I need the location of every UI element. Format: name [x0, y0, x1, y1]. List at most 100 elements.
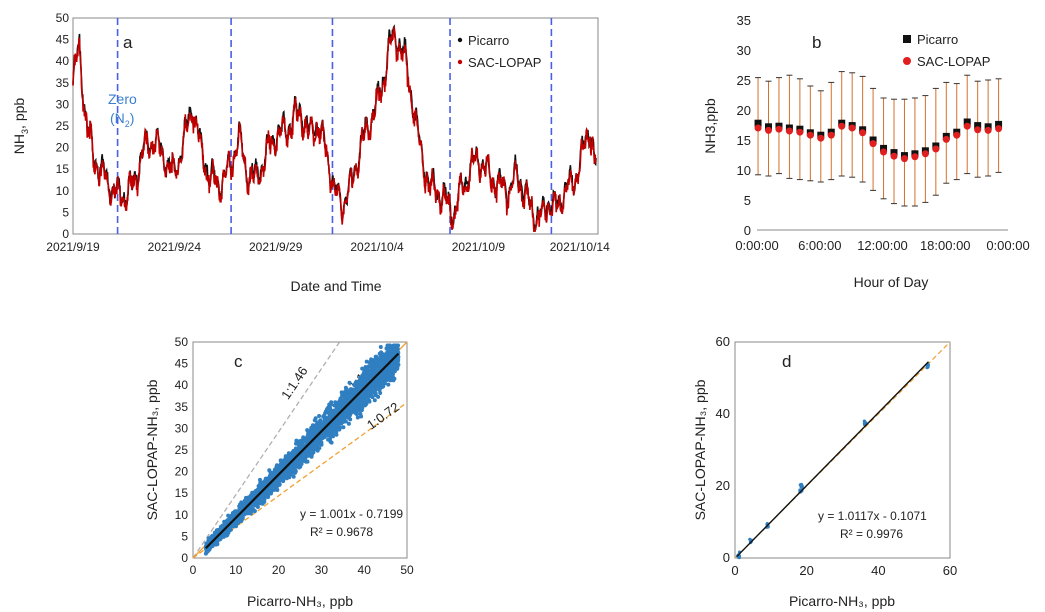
scatter-point	[378, 345, 383, 349]
scatter-point	[322, 435, 327, 440]
scatter-point	[370, 384, 375, 389]
panel-a-time-series: 0 5 10 15 20 25 30 35 40 45 50 2021/9/19 2021/9/24 2…	[11, 11, 610, 294]
sac-lopap-point	[900, 155, 908, 163]
panel-a-y-tick-label: 25	[56, 119, 70, 133]
panel-c-x-tick-label: 0	[190, 563, 197, 577]
panel-b-y-tick-label: 25	[737, 73, 751, 88]
scatter-point	[365, 395, 370, 400]
panel-a-y-tick-label: 30	[56, 97, 70, 111]
scatter-point	[369, 394, 374, 398]
panel-b-y-tick-label: 35	[737, 13, 751, 28]
picarro-point	[995, 120, 1003, 128]
panel-d-x-tick-label: 20	[799, 563, 813, 578]
sac-lopap-point	[932, 145, 940, 153]
legend-label-picarro-b: Picarro	[917, 32, 958, 47]
panel-a-x-tick-label: 2021/10/9	[452, 240, 506, 254]
panel-d-plot-area	[734, 341, 951, 559]
scatter-point	[248, 511, 253, 516]
panel-d-y-tick-label: 20	[716, 478, 730, 493]
panel-a-y-tick-label: 50	[56, 11, 70, 25]
scatter-point	[312, 441, 317, 446]
panel-b-x-tick-label: 0:00:00	[986, 238, 1029, 253]
scatter-point	[315, 441, 320, 446]
sac-lopap-point	[848, 124, 856, 132]
panel-c-plot-area	[192, 341, 408, 559]
legend-marker-picarro-b	[903, 35, 911, 43]
sac-lopap-point	[974, 126, 982, 134]
scatter-point	[392, 377, 397, 381]
scatter-point	[343, 419, 348, 424]
scatter-point	[352, 383, 357, 387]
picarro-point	[963, 118, 971, 126]
scatter-point	[328, 408, 333, 413]
sac-lopap-point	[838, 122, 846, 130]
panel-a-y-axis-title: NH3, ppb	[11, 98, 30, 155]
scatter-point	[322, 418, 327, 423]
sac-lopap-point	[995, 125, 1003, 133]
legend-label-sac-lopap-b: SAC-LOPAP	[917, 54, 990, 69]
legend-label-picarro: Picarro	[468, 33, 509, 48]
scatter-point	[367, 387, 372, 391]
sac-lopap-point	[817, 134, 825, 142]
scatter-point	[294, 438, 299, 443]
scatter-point	[335, 400, 340, 405]
panel-c-equation: y = 1.001x - 0.7199	[300, 507, 403, 521]
sac-lopap-point	[775, 125, 783, 133]
panel-d-y-axis-title: SAC-LOPAP-NH₃, ppb	[692, 379, 708, 520]
scatter-point	[305, 453, 310, 458]
picarro-point	[974, 122, 982, 130]
scatter-point	[334, 432, 339, 437]
scatter-point	[306, 431, 311, 436]
scatter-point	[252, 490, 256, 495]
panel-a-y-tick-label: 15	[56, 162, 70, 176]
scatter-point	[312, 418, 317, 423]
scatter-point	[349, 407, 354, 412]
scatter-point	[381, 384, 386, 389]
panel-c-label: c	[234, 352, 243, 371]
legend-marker-sac-lopap	[457, 59, 463, 65]
scatter-point	[375, 364, 379, 369]
scatter-point	[230, 522, 235, 527]
panel-d-y-tick-label: 0	[723, 550, 730, 565]
panel-c-y-tick-label: 30	[175, 421, 189, 435]
panel-c-y-tick-label: 25	[175, 443, 189, 457]
sac-lopap-point	[827, 131, 835, 139]
panel-a-y-tick-label: 10	[56, 184, 70, 198]
panel-b-y-axis-title: NH3,ppb	[702, 98, 718, 153]
panel-b-x-tick-label: 12:00:00	[857, 238, 908, 253]
panel-a-x-tick-label: 2021/9/24	[148, 240, 202, 254]
scatter-point	[216, 528, 221, 533]
scatter-point	[369, 390, 374, 395]
scatter-point	[358, 375, 363, 380]
panel-a-y-tick-label: 20	[56, 141, 70, 155]
panel-a-x-tick-label: 2021/10/14	[550, 240, 610, 254]
panel-b-x-tick-label: 0:00:00	[735, 238, 778, 253]
scatter-point	[354, 412, 359, 417]
panel-a-y-tick-label: 45	[56, 33, 70, 47]
scatter-point	[341, 398, 346, 403]
scatter-point	[266, 495, 271, 499]
scatter-point	[355, 415, 360, 420]
panel-b-diurnal: 0 5 10 15 20 25 30 35 0:00:00 6:00:00 12:00:00 18:…	[702, 13, 1030, 290]
sac-lopap-point	[911, 153, 919, 161]
panel-a-x-tick-label: 2021/10/4	[350, 240, 404, 254]
scatter-point	[335, 408, 340, 412]
panel-a-zero-annotation: Zero	[108, 91, 137, 107]
scatter-point	[317, 414, 322, 418]
sac-lopap-point	[869, 140, 877, 148]
scatter-point	[303, 457, 308, 462]
panel-d-r2: R² = 0.9976	[840, 527, 903, 541]
panel-d-x-axis-title: Picarro-NH₃, ppb	[789, 593, 895, 609]
panel-b-x-tick-label: 18:00:00	[920, 238, 971, 253]
sac-lopap-point	[796, 128, 804, 136]
scatter-point	[347, 389, 352, 394]
scatter-point	[387, 369, 392, 374]
scatter-point	[328, 415, 333, 420]
picarro-point	[754, 119, 762, 127]
reference-line-1	[192, 341, 340, 559]
panel-c-y-tick-label: 20	[175, 465, 189, 479]
panel-b-y-tick-label: 10	[737, 163, 751, 178]
scatter-point	[343, 412, 348, 417]
panel-c-x-axis-title: Picarro-NH₃, ppb	[247, 593, 353, 609]
